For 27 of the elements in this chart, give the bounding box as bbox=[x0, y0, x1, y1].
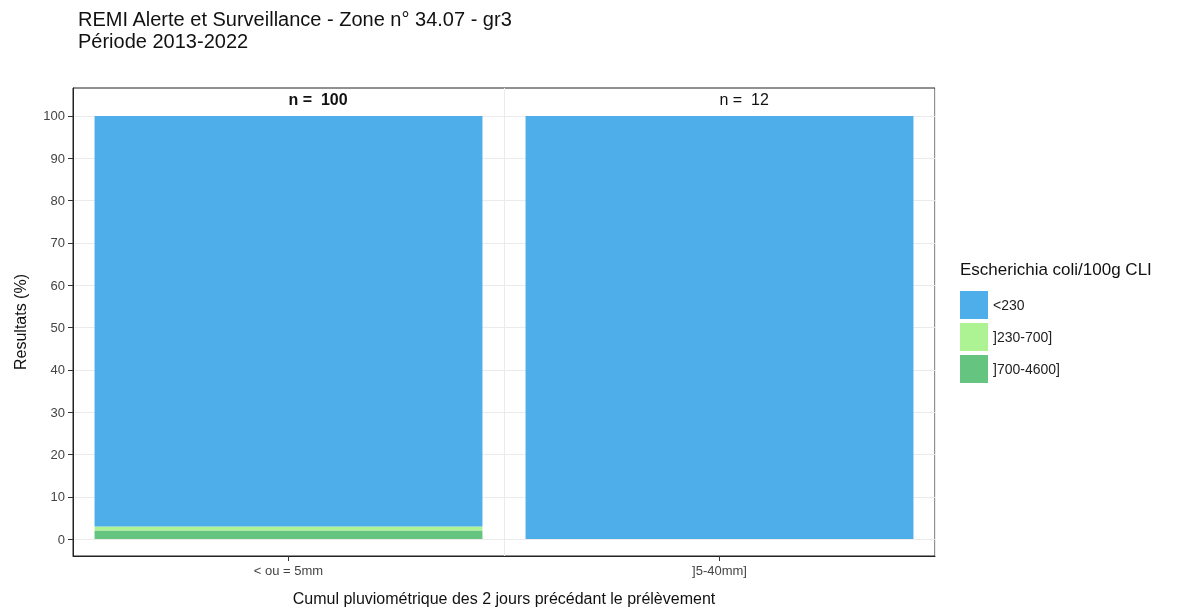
y-tick-label: 10 bbox=[50, 489, 65, 505]
annotation: n = 12 bbox=[719, 90, 769, 108]
y-tick-label: 70 bbox=[50, 235, 65, 251]
y-tick-label: 40 bbox=[50, 362, 65, 378]
chart-subtitle: Période 2013-2022 bbox=[78, 30, 249, 52]
bar bbox=[94, 115, 483, 527]
legend-label: ]700-4600] bbox=[993, 361, 1060, 377]
y-tick-label: 100 bbox=[43, 108, 65, 124]
annotation: n = 100 bbox=[288, 90, 348, 108]
x-tick-label: < ou = 5mm bbox=[253, 563, 324, 578]
bar bbox=[94, 526, 483, 531]
y-tick-label: 0 bbox=[57, 531, 65, 547]
y-axis-title: Resultats (%) bbox=[11, 273, 29, 371]
y-tick-label: 90 bbox=[50, 150, 65, 166]
legend-label: ]230-700] bbox=[993, 329, 1053, 345]
chart-title: REMI Alerte et Surveillance - Zone n° 34.07 - gr3 bbox=[78, 8, 512, 30]
y-tick-label: 80 bbox=[50, 193, 65, 209]
x-axis-title: Cumul pluviométrique des 2 jours précédant le prélèvement bbox=[292, 589, 716, 607]
legend-title: Escherichia coli/100g CLI bbox=[960, 260, 1152, 279]
bar bbox=[94, 530, 483, 540]
x-tick-label: ]5-40mm] bbox=[692, 563, 747, 578]
bar bbox=[525, 115, 914, 540]
y-tick-label: 60 bbox=[50, 277, 65, 293]
y-tick-label: 30 bbox=[50, 404, 65, 420]
y-tick-label: 20 bbox=[50, 446, 65, 462]
legend-label: <230 bbox=[993, 297, 1025, 313]
y-tick-label: 50 bbox=[50, 320, 65, 335]
